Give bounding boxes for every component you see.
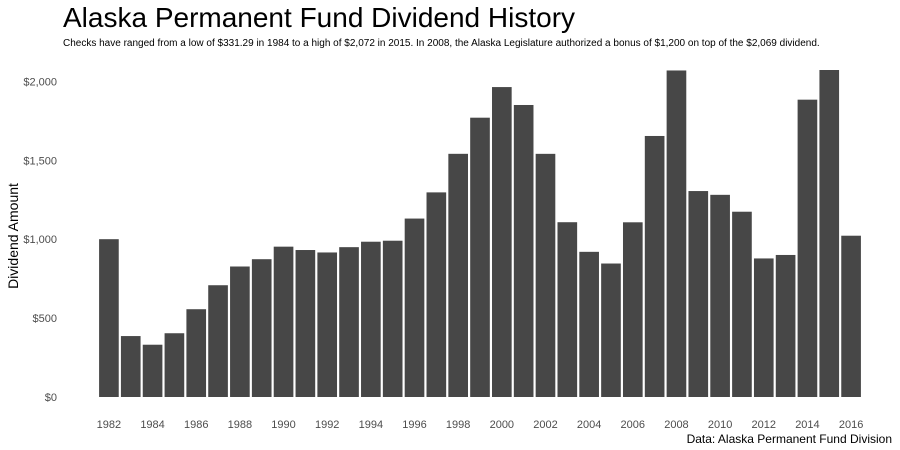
- x-tick-label: 2008: [664, 419, 688, 431]
- bar-1987: [208, 285, 228, 397]
- x-tick-label: 1984: [140, 419, 164, 431]
- y-axis: $0 $500 $1,000 $1,500 $2,000: [23, 76, 57, 404]
- x-tick-label: 1992: [315, 419, 339, 431]
- plot-area: [99, 70, 861, 398]
- bar-1988: [230, 266, 250, 397]
- y-tick-label: $1,000: [23, 234, 57, 246]
- bar-2013: [775, 254, 796, 397]
- y-axis-title: Dividend Amount: [5, 183, 21, 289]
- x-tick-label: 2014: [795, 419, 819, 431]
- bar-2000: [492, 87, 512, 397]
- x-tick-label: 1998: [446, 419, 470, 431]
- bar-1997: [426, 192, 447, 397]
- bar-1992: [317, 252, 338, 397]
- chart-subtitle: Checks have ranged from a low of $331.29…: [63, 38, 820, 49]
- chart-caption: Data: Alaska Permanent Fund Division: [686, 432, 892, 446]
- bar-2016: [841, 235, 861, 397]
- bar-1999: [470, 117, 490, 397]
- bar-2007: [644, 135, 665, 397]
- bar-2005: [601, 263, 621, 397]
- bar-1993: [339, 247, 359, 397]
- y-tick-label: $500: [33, 313, 57, 325]
- x-tick-label: 1994: [359, 419, 383, 431]
- y-tick-label: $2,000: [23, 76, 57, 88]
- bar-2015: [819, 70, 840, 397]
- bar-1984: [142, 344, 163, 397]
- y-tick-label: $0: [45, 392, 57, 404]
- bar-2009: [688, 191, 709, 397]
- bar-2003: [557, 222, 578, 397]
- bar-1998: [448, 153, 468, 397]
- x-tick-label: 2004: [577, 419, 601, 431]
- x-tick-label: 2006: [621, 419, 645, 431]
- x-tick-label: 1982: [97, 419, 121, 431]
- x-tick-label: 2000: [490, 419, 514, 431]
- x-tick-label: 1996: [402, 419, 426, 431]
- bar-1982: [99, 239, 119, 397]
- y-tick-label: $1,500: [23, 155, 57, 167]
- bar-1995: [382, 240, 403, 397]
- x-tick-label: 1986: [184, 419, 208, 431]
- bar-1991: [295, 250, 316, 397]
- x-tick-label: 2002: [533, 419, 557, 431]
- bar-2014: [797, 99, 818, 398]
- bar-1986: [186, 309, 207, 397]
- bar-2010: [710, 194, 730, 397]
- bar-1985: [164, 333, 185, 397]
- bar-1989: [251, 259, 272, 397]
- x-tick-label: 1990: [271, 419, 295, 431]
- bar-2004: [579, 251, 599, 397]
- bar-2006: [622, 222, 643, 397]
- x-axis: 1982 1984 1986 1988 1990 1992 1994 1996 1998 2000…: [97, 419, 864, 431]
- bar-1996: [404, 218, 425, 397]
- bar-1994: [361, 241, 381, 397]
- bar-2011: [732, 211, 752, 397]
- x-tick-label: 2012: [752, 419, 776, 431]
- bar-2001: [513, 104, 534, 398]
- bar-1983: [120, 336, 141, 397]
- bar-2008: [666, 70, 687, 397]
- x-tick-label: 1988: [228, 419, 252, 431]
- x-tick-label: 2010: [708, 419, 732, 431]
- bar-2002: [535, 153, 556, 397]
- bar-2012: [753, 258, 774, 397]
- bar-1990: [273, 246, 294, 397]
- x-tick-label: 2016: [839, 419, 863, 431]
- chart-title: Alaska Permanent Fund Dividend History: [63, 2, 576, 33]
